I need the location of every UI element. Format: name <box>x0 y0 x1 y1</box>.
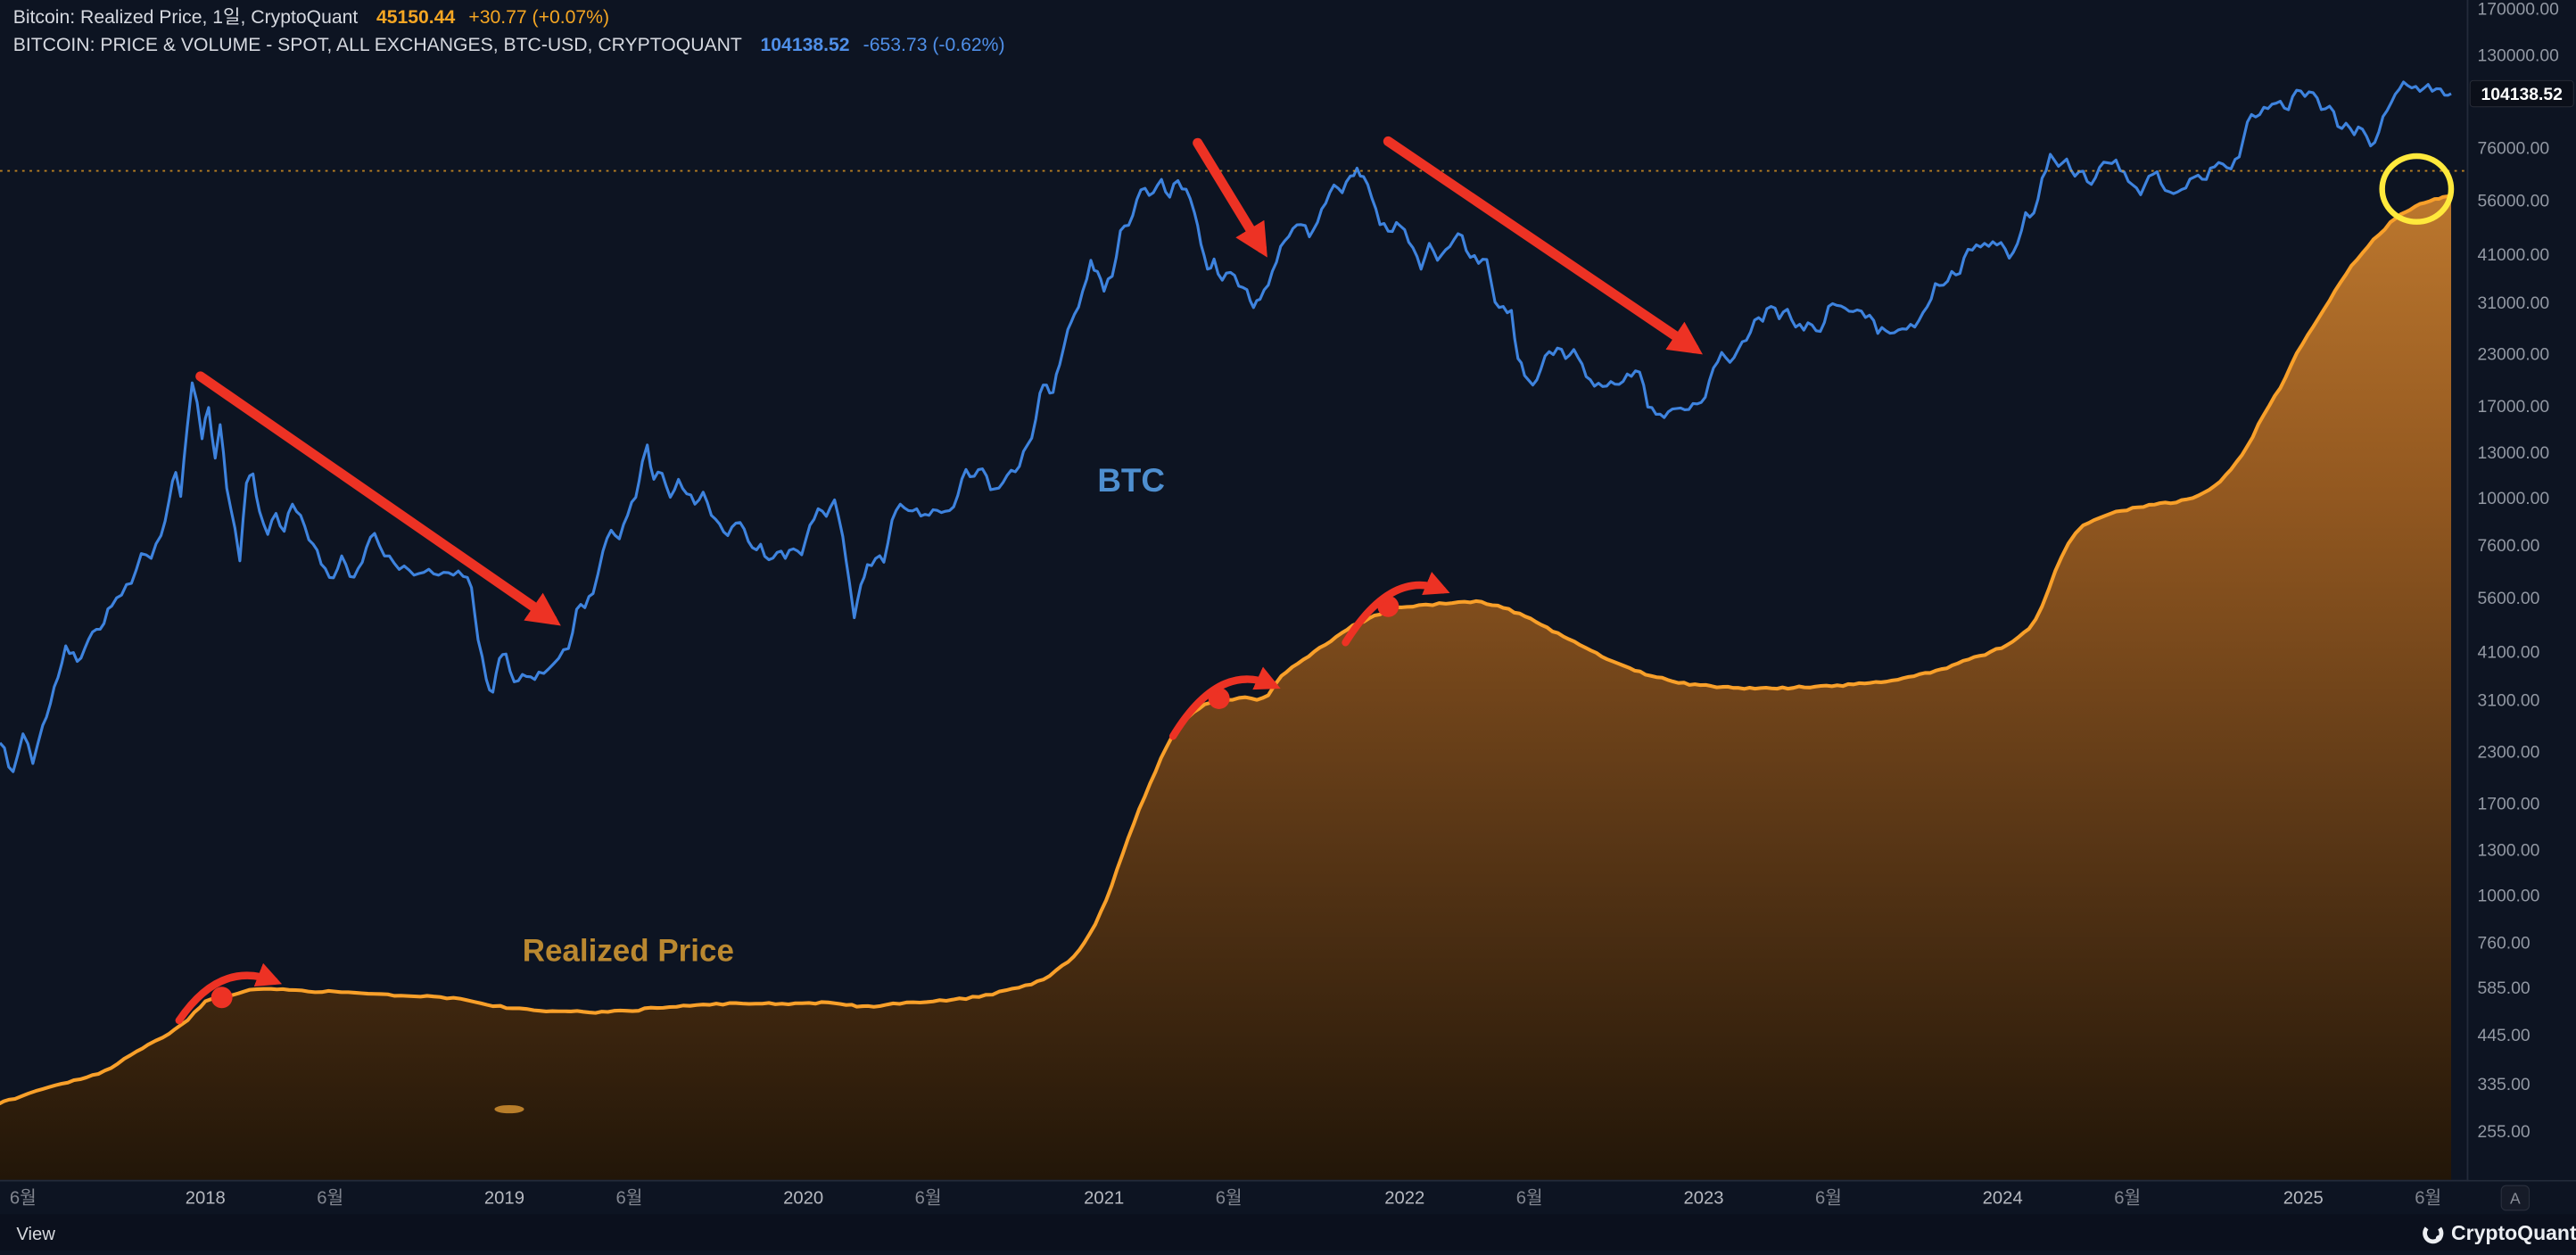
price-axis-label: 760.00 <box>2477 934 2530 954</box>
price-axis-label: 4100.00 <box>2477 642 2539 662</box>
red-trend-arrow <box>1193 137 1267 258</box>
price-axis-label: 1700.00 <box>2477 795 2539 814</box>
time-axis-year-label: 2020 <box>783 1188 823 1208</box>
time-axis-month-label: 6월 <box>1216 1187 1243 1208</box>
annotation-layer: BTC Realized Price <box>175 136 2455 1114</box>
time-axis-year-label: 2021 <box>1084 1188 1124 1208</box>
time-axis-month-label: 6월 <box>10 1187 37 1208</box>
last-price-badge: 104138.52 <box>2469 79 2574 108</box>
time-axis-year-label: 2019 <box>484 1188 524 1208</box>
time-axis-month-label: 6월 <box>1516 1187 1543 1208</box>
time-axis-band[interactable] <box>0 1181 2576 1215</box>
price-axis-label: 10000.00 <box>2477 489 2549 508</box>
legend-row-realized-price[interactable]: Bitcoin: Realized Price, 1일, CryptoQuant… <box>13 6 609 28</box>
time-axis-month-label: 6월 <box>915 1187 942 1208</box>
last-price-badge-bg <box>2469 79 2574 108</box>
time-axis-month-label: 6월 <box>317 1187 343 1208</box>
view-button[interactable]: View <box>16 1225 55 1244</box>
price-axis-label: 5600.00 <box>2477 589 2539 608</box>
legend-title-realized[interactable]: Bitcoin: Realized Price, 1일, CryptoQuant <box>13 6 359 28</box>
time-axis-month-label: 6월 <box>615 1187 642 1208</box>
price-axis-label: 76000.00 <box>2477 138 2549 158</box>
price-axis-label: 170000.00 <box>2477 0 2558 20</box>
time-axis-year-label: 2024 <box>1983 1188 2023 1208</box>
price-axis-label: 2300.00 <box>2477 742 2539 762</box>
cryptoquant-logo-icon <box>2423 1223 2444 1244</box>
price-axis-label: 23000.00 <box>2477 345 2549 365</box>
yellow-highlight-circle <box>2379 153 2455 225</box>
legend-change-btc: -653.73 (-0.62%) <box>863 35 1005 55</box>
price-axis-label: 3100.00 <box>2477 690 2539 710</box>
axis-a-button-label: A <box>2510 1189 2521 1207</box>
price-axis-label: 445.00 <box>2477 1026 2530 1045</box>
red-curved-arrow <box>1168 666 1281 740</box>
time-axis-month-label: 6월 <box>1815 1187 1842 1208</box>
time-axis-year-label: 2022 <box>1384 1188 1424 1208</box>
legend-value-realized: 45150.44 <box>376 7 456 28</box>
price-axis-labels: 170000.00 130000.00 76000.00 56000.00 41000.… <box>2477 0 2558 1142</box>
time-axis-year-label: 2025 <box>2283 1188 2324 1208</box>
price-axis-label: 13000.00 <box>2477 443 2549 463</box>
status-bar: View CryptoQuant <box>0 1214 2576 1251</box>
time-axis-year-label: 2023 <box>1683 1188 1723 1208</box>
price-axis-label: 41000.00 <box>2477 245 2549 265</box>
time-axis-month-label: 6월 <box>2415 1187 2441 1208</box>
last-price-badge-label: 104138.52 <box>2481 85 2563 104</box>
price-axis-label: 7600.00 <box>2477 536 2539 556</box>
axis-a-button[interactable]: A <box>2500 1185 2531 1211</box>
btc-price-line <box>0 80 2452 773</box>
realized-price-area <box>0 194 2452 1180</box>
time-axis-labels: 6월 2018 6월 2019 6월 2020 6월 2021 6월 2022 6월 2023 6월 20… <box>10 1187 2441 1208</box>
price-axis-label: 56000.00 <box>2477 191 2549 211</box>
price-axis-label: 31000.00 <box>2477 293 2549 313</box>
price-axis-label: 130000.00 <box>2477 46 2558 66</box>
price-axis-label: 1000.00 <box>2477 887 2539 906</box>
red-dot-marker <box>211 987 233 1009</box>
red-curved-arrow <box>1342 572 1450 647</box>
status-bar-bg <box>0 1214 2576 1251</box>
price-axis-band[interactable] <box>2469 0 2576 1180</box>
realized-price-series-label: Realized Price <box>523 934 734 969</box>
btc-series-label: BTC <box>1097 462 1165 499</box>
red-curved-arrow <box>175 962 283 1025</box>
series-layer <box>0 80 2454 1180</box>
red-trend-arrow <box>1383 136 1703 355</box>
time-axis-year-label: 2018 <box>186 1188 226 1208</box>
price-axis-label: 255.00 <box>2477 1122 2530 1142</box>
cryptoquant-label[interactable]: CryptoQuant <box>2451 1221 2576 1244</box>
price-axis-label: 335.00 <box>2477 1075 2530 1094</box>
price-axis-label: 17000.00 <box>2477 397 2549 417</box>
legend-change-realized: +30.77 (+0.07%) <box>468 7 609 28</box>
legend-title-btc[interactable]: BITCOIN: PRICE & VOLUME - SPOT, ALL EXCH… <box>13 35 742 55</box>
legend-value-btc: 104138.52 <box>761 35 850 55</box>
small-orange-marker <box>494 1104 524 1114</box>
price-axis-label: 585.00 <box>2477 978 2530 998</box>
cryptoquant-brand[interactable]: CryptoQuant <box>2422 1221 2576 1244</box>
time-axis-month-label: 6월 <box>2114 1187 2141 1208</box>
realized-price-line <box>0 193 2454 1105</box>
price-axis[interactable]: 170000.00 130000.00 76000.00 56000.00 41000.… <box>2469 0 2576 1180</box>
red-trend-arrow <box>195 371 561 626</box>
axis-a-button-bg[interactable] <box>2500 1185 2531 1211</box>
legend: Bitcoin: Realized Price, 1일, CryptoQuant… <box>13 6 1005 55</box>
price-axis-label: 1300.00 <box>2477 841 2539 861</box>
legend-row-btc-price[interactable]: BITCOIN: PRICE & VOLUME - SPOT, ALL EXCH… <box>13 35 1005 55</box>
time-axis[interactable]: 6월 2018 6월 2019 6월 2020 6월 2021 6월 2022 6월 2023 6월 20… <box>0 1181 2576 1215</box>
